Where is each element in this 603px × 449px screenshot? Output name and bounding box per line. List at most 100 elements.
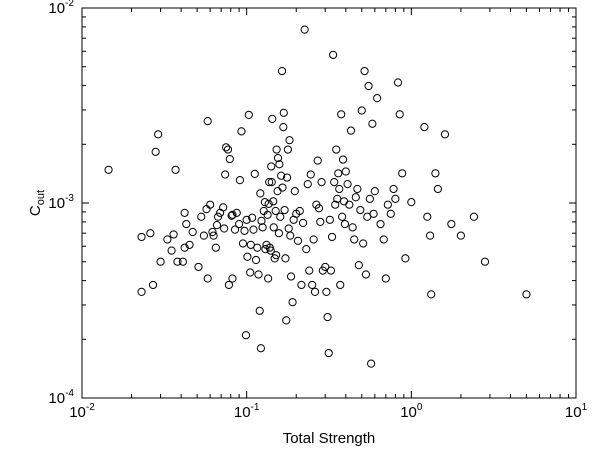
data-point: [393, 78, 403, 87]
y-axis-title-sub: out: [35, 190, 47, 205]
data-point: [194, 262, 203, 272]
data-point: [188, 227, 197, 237]
data-point: [235, 176, 245, 185]
data-point: [235, 219, 244, 229]
data-point: [199, 231, 209, 240]
data-point: [389, 184, 398, 194]
data-point: [407, 198, 416, 207]
data-point: [373, 94, 382, 103]
data-point: [305, 266, 314, 275]
data-point: [280, 205, 289, 215]
data-point: [221, 170, 230, 179]
data-point: [370, 187, 379, 196]
data-point: [182, 219, 191, 229]
data-point: [173, 257, 182, 266]
data-point: [350, 235, 359, 244]
data-point: [351, 193, 360, 202]
data-point: [171, 165, 180, 174]
data-point: [331, 200, 340, 209]
data-point: [240, 226, 249, 235]
data-point: [335, 184, 344, 194]
data-point: [433, 184, 443, 194]
y-tick-label: 10-2: [48, 0, 74, 17]
data-point: [180, 243, 189, 252]
data-point: [353, 184, 362, 194]
data-point: [369, 209, 378, 218]
data-point: [426, 231, 435, 240]
data-point: [325, 215, 334, 224]
data-point: [316, 217, 325, 226]
axis-ticks: [81, 7, 577, 399]
data-point: [273, 153, 283, 163]
data-point: [326, 266, 336, 275]
data-point: [260, 198, 269, 207]
data-point: [241, 331, 251, 340]
data-point: [391, 194, 400, 203]
data-point: [303, 180, 312, 189]
data-point: [178, 257, 188, 266]
data-point: [286, 231, 295, 240]
data-point: [354, 261, 363, 270]
data-point: [423, 212, 432, 221]
data-point: [167, 246, 176, 255]
data-point: [246, 268, 255, 277]
data-point: [265, 177, 274, 187]
data-point: [398, 169, 407, 178]
data-point: [337, 110, 346, 119]
data-point: [447, 219, 456, 229]
data-point: [185, 240, 194, 249]
data-point: [334, 169, 343, 178]
data-point: [341, 167, 350, 176]
data-point: [272, 251, 281, 260]
data-point: [271, 206, 280, 216]
data-point: [308, 280, 317, 290]
data-point: [357, 106, 366, 115]
data-point: [322, 287, 331, 297]
data-point: [368, 119, 377, 128]
data-point: [293, 236, 303, 245]
data-point: [285, 136, 294, 145]
data-point: [332, 145, 341, 154]
data-point: [359, 239, 368, 248]
data-point: [212, 221, 222, 230]
data-point: [238, 239, 248, 248]
data-point: [154, 130, 163, 139]
data-point: [281, 254, 290, 263]
data-point: [365, 194, 374, 203]
data-point: [267, 162, 276, 171]
data-point: [203, 274, 212, 283]
data-point: [269, 197, 278, 206]
y-tick-label: 10-3: [48, 193, 74, 212]
data-point: [345, 200, 354, 209]
data-point: [223, 145, 233, 154]
data-point: [225, 154, 234, 164]
data-point: [306, 170, 315, 179]
data-point: [431, 169, 440, 178]
data-point: [213, 212, 223, 221]
data-point: [346, 126, 356, 135]
x-tick-label: 100: [400, 402, 423, 421]
data-point: [314, 204, 324, 213]
data-point: [456, 231, 465, 240]
data-point: [401, 254, 410, 263]
data-point: [321, 262, 330, 272]
data-point: [317, 177, 326, 187]
data-point: [151, 147, 160, 156]
data-point: [381, 274, 390, 283]
data-point: [395, 110, 404, 119]
data-point: [288, 298, 297, 307]
data-point: [237, 127, 246, 136]
data-point: [250, 169, 259, 178]
svg-text:Cout: Cout: [27, 190, 47, 216]
data-point: [323, 312, 332, 322]
data-point: [420, 123, 429, 132]
data-point: [324, 348, 333, 358]
data-point: [469, 212, 479, 221]
data-point: [220, 224, 229, 233]
data-point: [360, 66, 369, 76]
data-point: [197, 212, 206, 221]
data-point: [278, 183, 287, 192]
y-tick-label: 10-4: [48, 388, 74, 407]
y-axis-title-main: C: [27, 205, 44, 216]
data-point: [263, 210, 272, 219]
